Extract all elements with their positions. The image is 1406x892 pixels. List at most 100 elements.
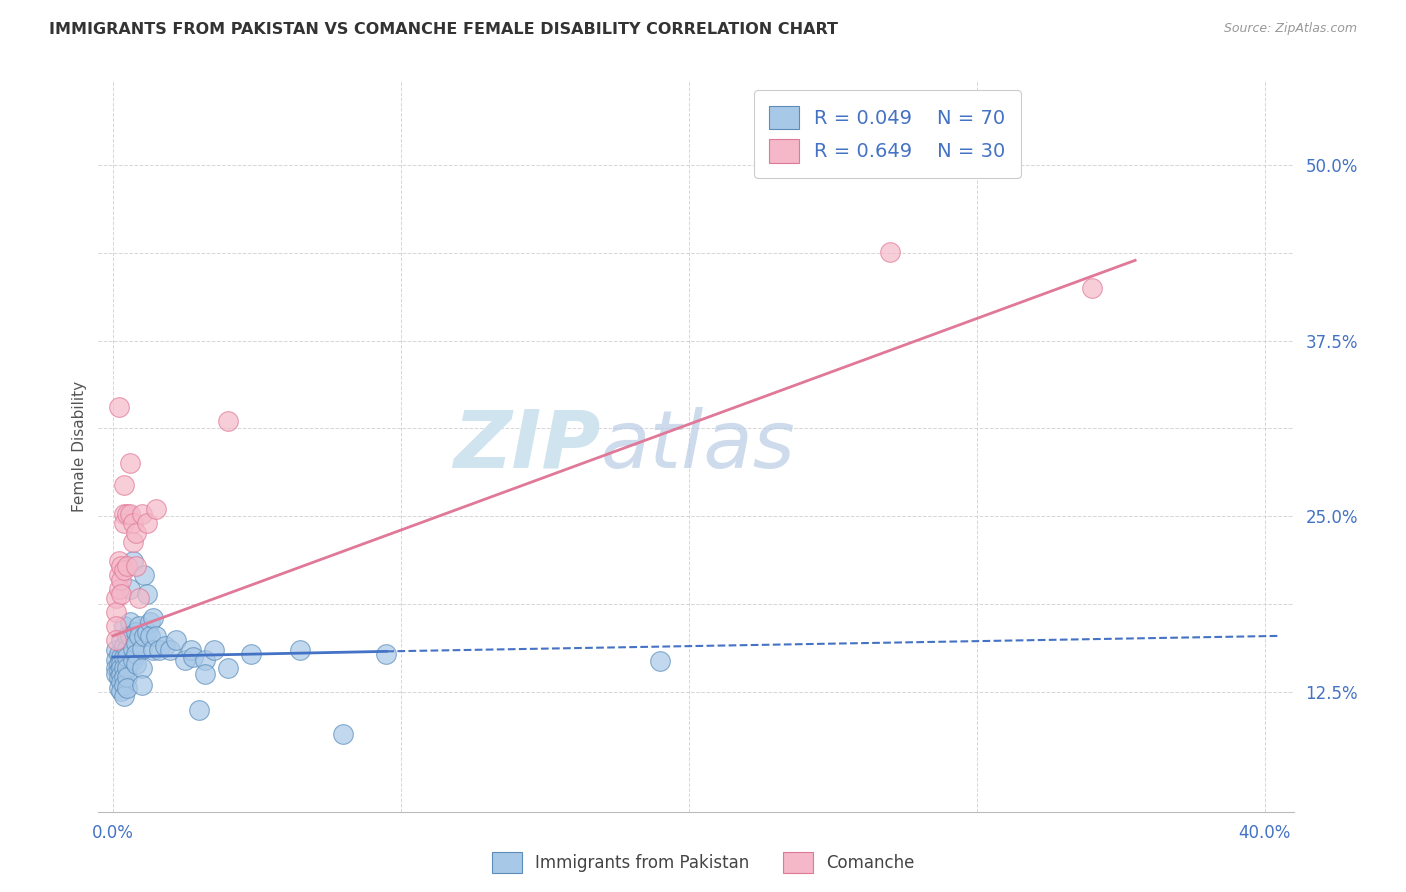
Point [112, 516, 135, 531]
Point [104, 666, 127, 681]
Point [110, 573, 132, 587]
Point [180, 643, 202, 657]
Point [112, 678, 135, 692]
Point [107, 647, 129, 661]
Point [112, 563, 135, 577]
Point [122, 554, 145, 568]
Point [112, 650, 135, 665]
Point [115, 681, 138, 695]
Point [159, 643, 181, 657]
Legend: R = 0.049    N = 70, R = 0.649    N = 30: R = 0.049 N = 70, R = 0.649 N = 30 [754, 90, 1021, 178]
Point [107, 657, 129, 671]
Point [122, 516, 145, 531]
Point [145, 629, 167, 643]
Point [104, 619, 127, 633]
Point [107, 554, 129, 568]
Point [202, 643, 225, 657]
Point [125, 624, 148, 639]
Point [107, 671, 129, 685]
Point [134, 568, 156, 582]
Point [110, 558, 132, 573]
Point [104, 633, 127, 648]
Point [110, 656, 132, 670]
Point [115, 507, 138, 521]
Text: atlas: atlas [600, 407, 796, 485]
Point [110, 675, 132, 690]
Point [128, 619, 150, 633]
Point [115, 670, 138, 684]
Point [375, 647, 398, 661]
Point [136, 587, 159, 601]
Point [217, 414, 239, 428]
Point [131, 641, 153, 656]
Point [115, 558, 138, 573]
Point [173, 653, 195, 667]
Point [110, 587, 132, 601]
Point [240, 647, 263, 661]
Point [107, 400, 129, 414]
Point [112, 478, 135, 492]
Point [115, 661, 138, 675]
Point [104, 591, 127, 605]
Point [115, 650, 138, 665]
Point [136, 624, 159, 639]
Legend: Immigrants from Pakistan, Comanche: Immigrants from Pakistan, Comanche [485, 846, 921, 880]
Point [217, 661, 239, 675]
Point [120, 629, 142, 643]
Text: IMMIGRANTS FROM PAKISTAN VS COMANCHE FEMALE DISABILITY CORRELATION CHART: IMMIGRANTS FROM PAKISTAN VS COMANCHE FEM… [49, 22, 838, 37]
Point [122, 534, 145, 549]
Point [110, 650, 132, 665]
Point [110, 668, 132, 682]
Point [142, 643, 165, 657]
Point [122, 641, 145, 656]
Point [139, 629, 162, 643]
Point [122, 653, 145, 667]
Point [125, 526, 148, 541]
Y-axis label: Female Disability: Female Disability [72, 380, 87, 512]
Point [139, 615, 162, 629]
Point [134, 629, 156, 643]
Point [104, 661, 127, 675]
Point [131, 661, 153, 675]
Point [142, 610, 165, 624]
Point [125, 558, 148, 573]
Point [104, 605, 127, 619]
Text: ZIP: ZIP [453, 407, 600, 485]
Point [115, 641, 138, 656]
Point [104, 653, 127, 667]
Point [136, 516, 159, 531]
Point [107, 582, 129, 597]
Point [128, 591, 150, 605]
Point [194, 653, 217, 667]
Point [145, 502, 167, 516]
Point [107, 568, 129, 582]
Point [110, 633, 132, 648]
Point [110, 683, 132, 698]
Point [115, 629, 138, 643]
Point [104, 643, 127, 657]
Point [112, 690, 135, 704]
Point [128, 629, 150, 643]
Point [110, 661, 132, 675]
Point [112, 670, 135, 684]
Point [125, 636, 148, 650]
Point [188, 703, 211, 717]
Point [148, 643, 170, 657]
Point [120, 456, 142, 470]
Point [131, 678, 153, 692]
Text: Source: ZipAtlas.com: Source: ZipAtlas.com [1223, 22, 1357, 36]
Point [112, 619, 135, 633]
Point [131, 507, 153, 521]
Point [112, 639, 135, 653]
Point [1081, 281, 1104, 295]
Point [165, 633, 187, 648]
Point [120, 615, 142, 629]
Point [107, 664, 129, 678]
Point [879, 244, 901, 259]
Point [648, 654, 671, 668]
Point [112, 507, 135, 521]
Point [194, 666, 217, 681]
Point [120, 507, 142, 521]
Point [183, 650, 205, 665]
Point [288, 643, 311, 657]
